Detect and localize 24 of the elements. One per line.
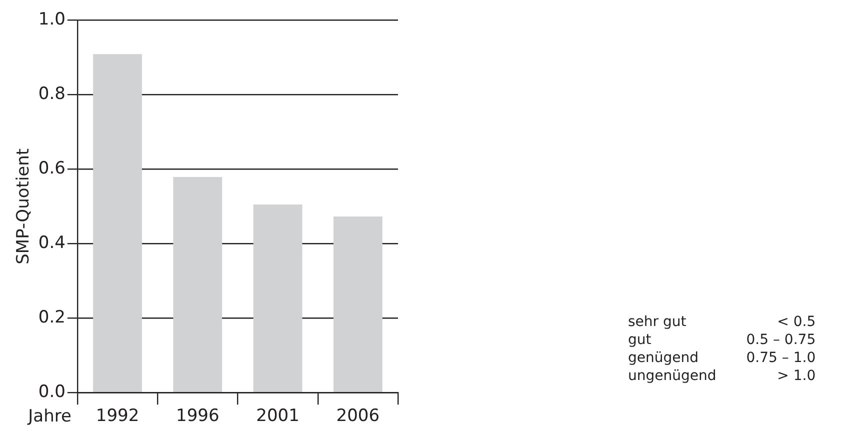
x-tick-label: 2006 (336, 406, 380, 426)
y-tick-label: 0.8 (38, 84, 66, 104)
bar (333, 216, 382, 392)
bar (173, 176, 222, 392)
text: gut (628, 331, 652, 349)
y-axis-title: SMP-Quotient (14, 148, 34, 264)
bar (93, 54, 142, 392)
x-tick-label: 2001 (256, 406, 300, 426)
text: 0.75 – 1.0 (746, 349, 816, 367)
x-tick-label: 1996 (176, 406, 220, 426)
y-tick-label: 1.0 (38, 10, 66, 30)
bar (253, 204, 302, 392)
text: genügend (628, 349, 700, 367)
x-tick-label: 1992 (96, 406, 140, 426)
y-tick-label: 0.0 (38, 382, 66, 402)
text: 0.5 – 0.75 (746, 331, 816, 349)
text: < 0.5 (776, 313, 816, 331)
y-tick-label: 0.2 (38, 308, 66, 328)
y-tick-label: 0.4 (38, 233, 66, 254)
y-tick-label: 0.6 (38, 158, 66, 179)
text: sehr gut (628, 313, 688, 331)
text: ungenügend (628, 367, 718, 385)
text: > 1.0 (776, 367, 816, 385)
x-axis-title: Jahre (27, 406, 72, 426)
